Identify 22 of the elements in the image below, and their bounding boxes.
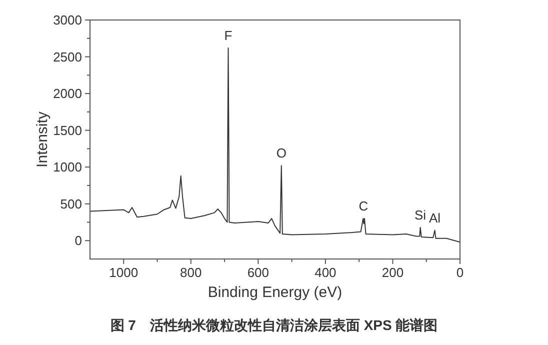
- annotation: Al: [428, 210, 441, 226]
- x-tick-label: 600: [247, 265, 270, 280]
- y-tick-label: 0: [74, 233, 82, 248]
- x-tick-label: 200: [382, 265, 404, 280]
- y-tick-label: 3000: [53, 12, 82, 28]
- annotation: O: [276, 146, 286, 161]
- line-series: [90, 47, 460, 243]
- y-axis-title: Intensity: [34, 111, 51, 168]
- annotation: Si: [414, 207, 426, 222]
- annotation: C: [358, 198, 368, 214]
- y-tick-label: 500: [60, 196, 82, 212]
- caption: 图 7 活性纳米微粒改性自清洁涂层表面 XPS 能谱图: [110, 317, 438, 333]
- x-tick-label: 800: [180, 265, 202, 280]
- x-axis-title: Binding Energy (eV): [208, 284, 342, 301]
- x-tick-label: 400: [314, 265, 336, 280]
- y-tick-label: 1000: [53, 160, 82, 175]
- x-tick-label: 1000: [109, 265, 138, 280]
- y-tick-label: 1500: [53, 122, 82, 138]
- y-tick-label: 2500: [53, 49, 82, 64]
- x-tick-label: 0: [456, 265, 464, 280]
- y-tick-label: 2000: [53, 86, 82, 102]
- annotation: F: [224, 28, 232, 43]
